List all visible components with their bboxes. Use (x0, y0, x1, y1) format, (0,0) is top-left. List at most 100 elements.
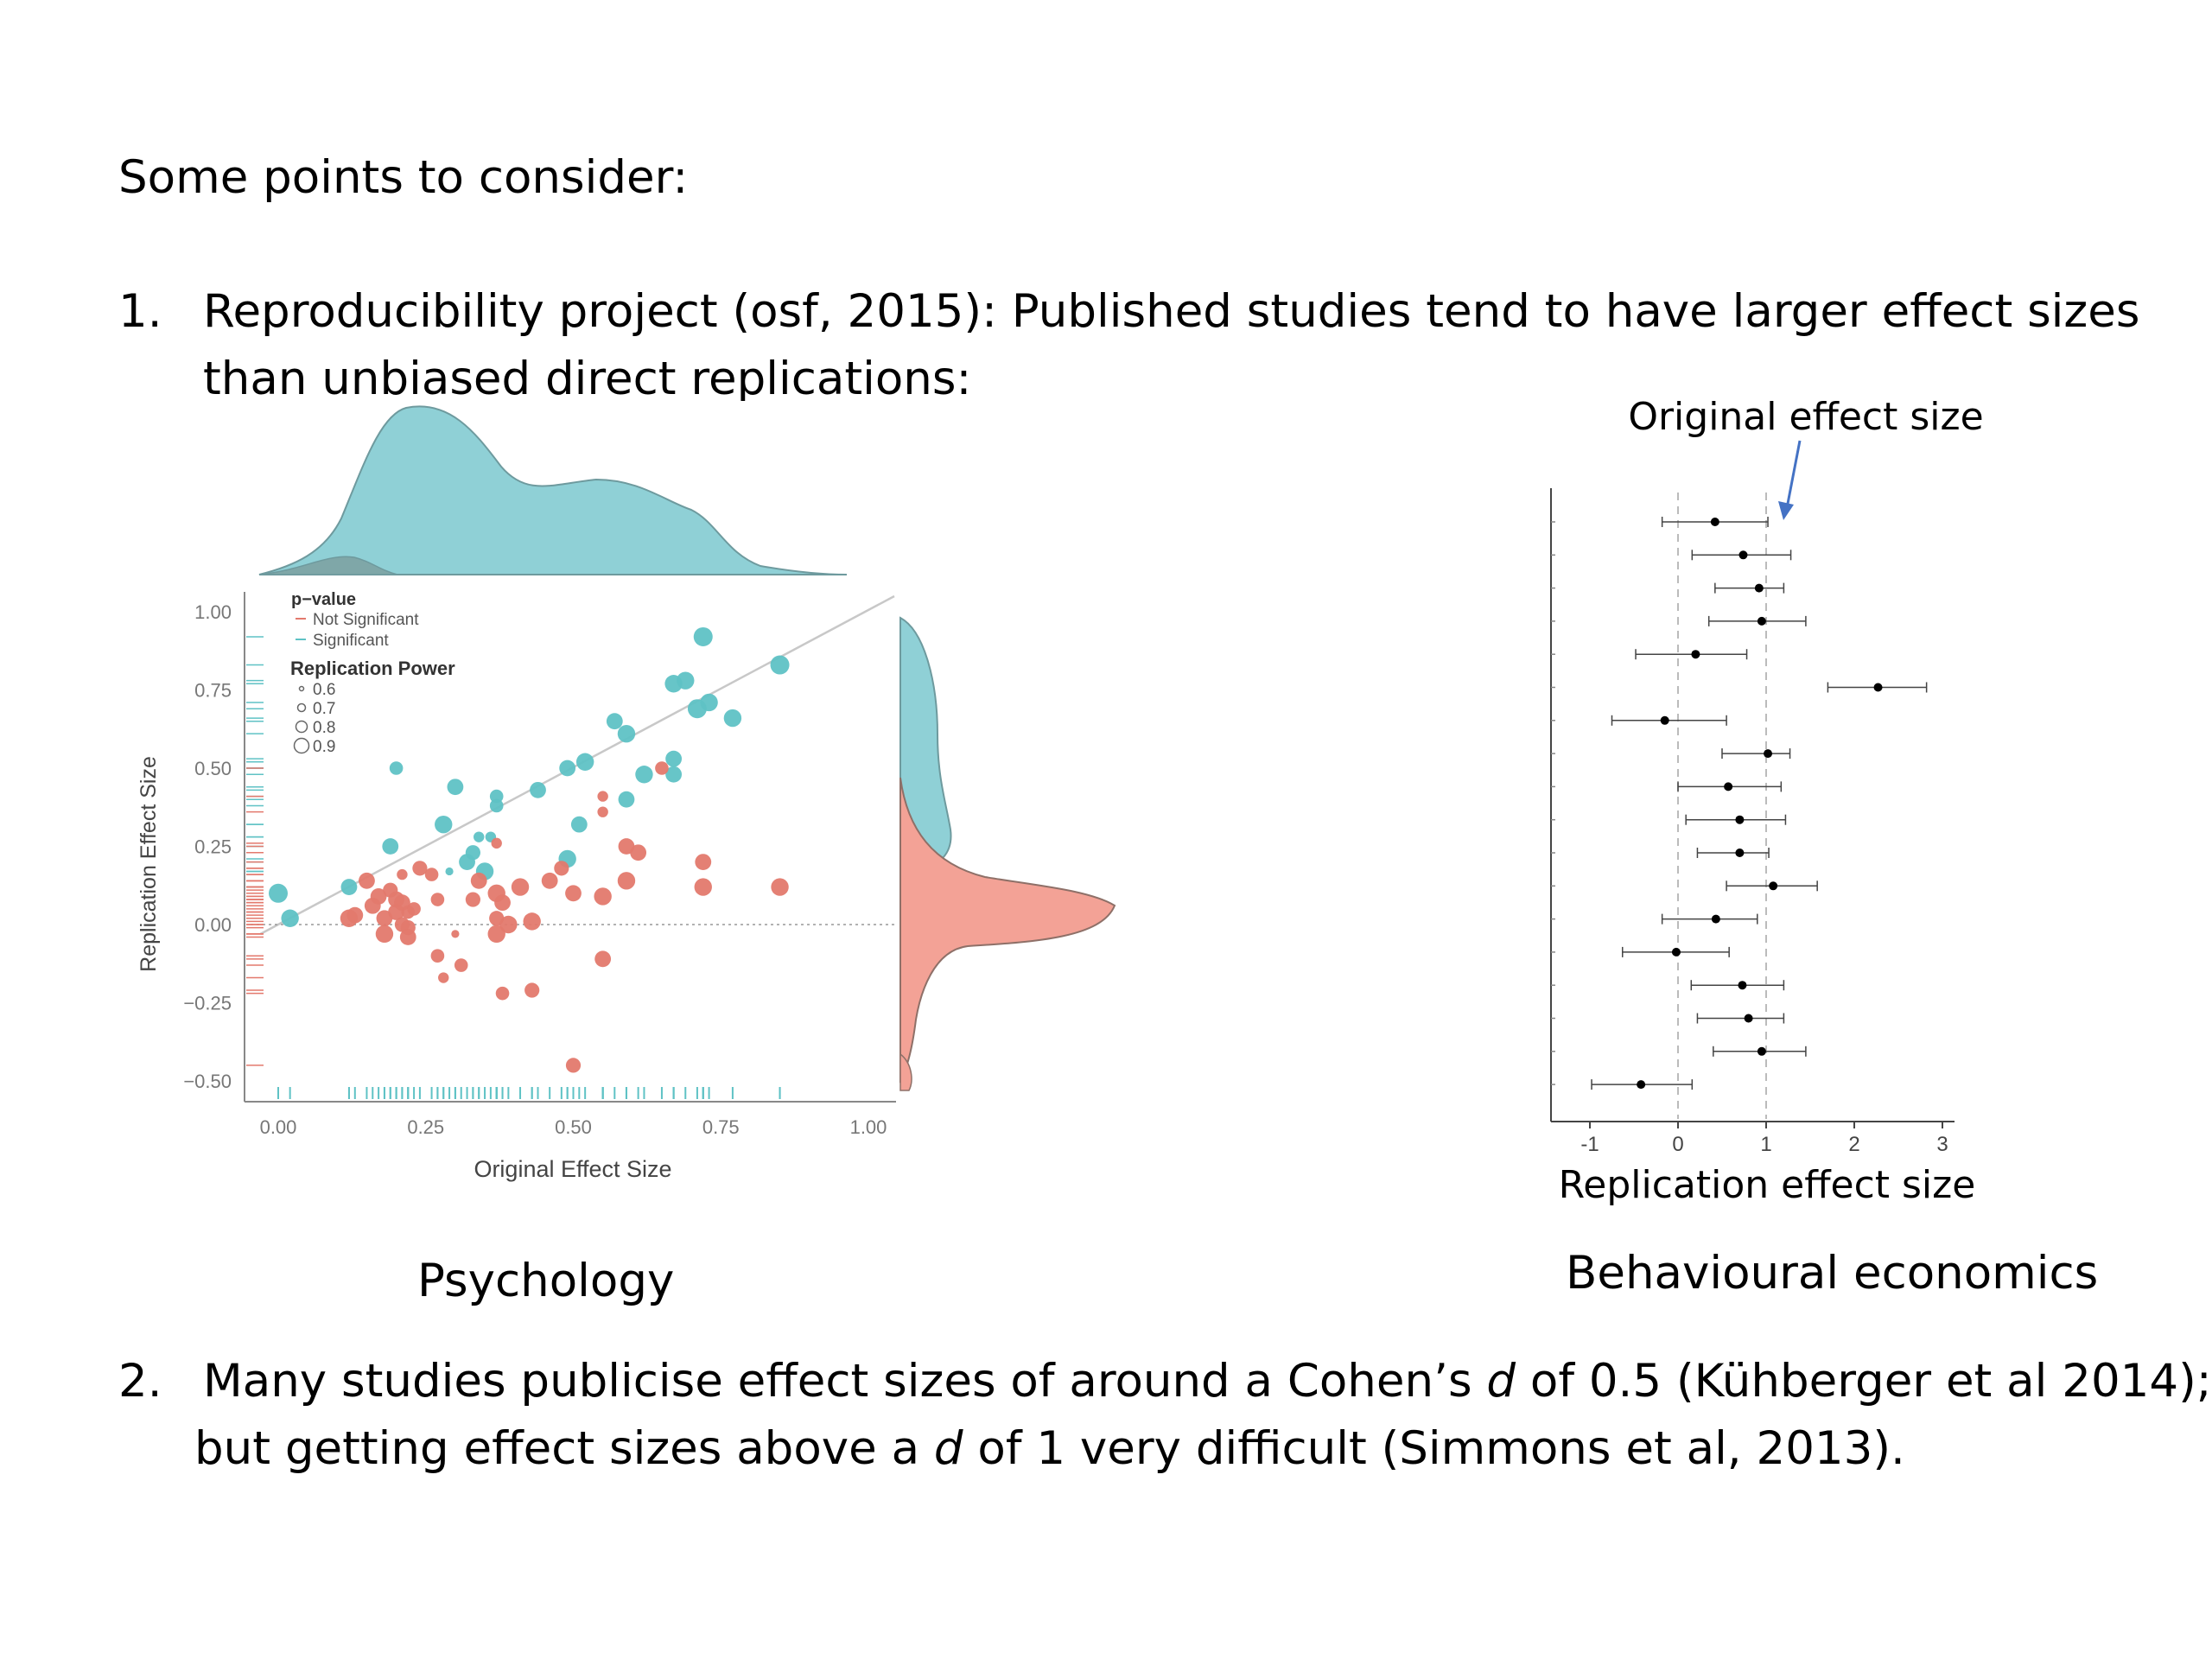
x-tick-label: 1.00 (850, 1116, 887, 1138)
point-not-significant (465, 892, 480, 907)
forest-points (1551, 517, 1928, 1090)
point-estimate (1738, 550, 1748, 560)
legend-power-circle (298, 685, 305, 692)
point-not-significant (438, 972, 449, 983)
legend-power-0.7: 0.7 (313, 700, 335, 718)
point-not-significant (511, 878, 530, 896)
point-estimate (1744, 1014, 1753, 1023)
right-density-tail (899, 1052, 912, 1091)
x-tick-label: 0.50 (555, 1116, 592, 1138)
annotation-arrow (1778, 440, 1802, 520)
point-not-significant (370, 888, 387, 905)
point-not-significant (524, 982, 540, 998)
point-not-significant (594, 950, 612, 968)
point-significant (570, 816, 588, 833)
point-not-significant (359, 872, 375, 889)
chart-legend: p−value Not Significant Significant Repl… (290, 590, 455, 756)
d-symbol: d (933, 1422, 963, 1475)
point-estimate (1754, 583, 1764, 593)
y-tick-label: 0.25 (194, 836, 232, 858)
point-estimate (1735, 815, 1745, 824)
right-density-plot (899, 616, 1116, 1091)
point-significant (618, 791, 635, 808)
point-significant (489, 798, 504, 813)
legend-item-not-significant: Not Significant (313, 611, 419, 629)
point-not-significant (470, 872, 487, 889)
point-significant (700, 693, 718, 712)
point-estimate (1691, 650, 1700, 659)
point-significant (665, 766, 683, 783)
point-significant (693, 626, 713, 646)
slide-heading: Some points to consider: (118, 151, 689, 204)
point-not-significant (541, 872, 558, 889)
point-estimate (1660, 715, 1669, 725)
point-estimate (1873, 683, 1883, 692)
point-not-significant (554, 861, 569, 876)
point-significant (474, 831, 485, 842)
point-not-significant (597, 791, 608, 802)
legend-power-0.8: 0.8 (313, 719, 335, 737)
list-number-1: 1. (118, 285, 162, 338)
point-not-significant (430, 949, 445, 963)
forest-x-tick-label: 3 (1936, 1133, 1948, 1156)
point-significant (269, 883, 288, 903)
point-significant (723, 709, 742, 728)
point-significant (677, 671, 695, 690)
point-significant (606, 713, 623, 730)
point-not-significant (597, 806, 608, 817)
legend-power-title: Replication Power (290, 658, 455, 679)
point-not-significant (412, 861, 428, 876)
point-not-significant (430, 893, 445, 906)
y-tick-label: −0.25 (183, 993, 232, 1014)
x-axis-label: Original Effect Size (474, 1156, 671, 1182)
forest-tick-labels: -1 0 1 2 3 (1580, 1133, 1948, 1156)
tick-labels: 1.00 0.75 0.50 0.25 0.00 −0.25 −0.50 0.00 0.25 0.… (183, 601, 887, 1138)
point-2-line-1-a: Many studies publicise effect sizes of a… (203, 1355, 1487, 1408)
point-not-significant (491, 837, 502, 849)
x-tick-label: 0.25 (407, 1116, 444, 1138)
legend-power-circle (293, 737, 310, 754)
point-not-significant (397, 868, 408, 880)
y-axis-label: Replication Effect Size (137, 756, 161, 972)
cohens-d-symbol: d (1486, 1355, 1516, 1408)
point-significant (559, 760, 576, 777)
point-2-line-2-a: but getting effect sizes above a (194, 1422, 934, 1475)
point-not-significant (594, 887, 612, 906)
point-not-significant (655, 761, 669, 775)
point-not-significant (694, 878, 712, 896)
point-estimate (1735, 849, 1745, 857)
y-tick-label: 1.00 (194, 601, 232, 623)
point-not-significant (399, 929, 416, 945)
forest-x-tick-label: 0 (1672, 1133, 1683, 1156)
legend-power-0.6: 0.6 (313, 681, 335, 699)
point-significant (770, 655, 790, 675)
point-significant (447, 779, 464, 796)
point-not-significant (495, 986, 510, 1001)
point-not-significant (565, 885, 582, 902)
point-significant (382, 838, 399, 855)
point-2-line-1-b: of 0.5 (Kühberger et al 2014); (1516, 1355, 2212, 1408)
rug-plots (246, 636, 781, 1099)
point-significant (575, 753, 594, 771)
point-significant (617, 724, 636, 743)
point-not-significant (407, 902, 421, 916)
forest-x-axis-label: Replication effect size (1559, 1163, 1976, 1207)
x-tick-label: 0.00 (260, 1116, 297, 1138)
point-estimate (1757, 1046, 1766, 1056)
y-tick-label: 0.75 (194, 680, 232, 702)
point-not-significant (771, 878, 789, 896)
forest-x-tick-label: 2 (1848, 1133, 1859, 1156)
scatter-points (269, 626, 790, 1073)
forest-x-tick-label: -1 (1580, 1133, 1599, 1156)
point-estimate (1738, 981, 1747, 990)
y-tick-label: 0.50 (194, 758, 232, 779)
legend-power-circle (296, 702, 307, 713)
point-significant (445, 867, 454, 876)
point-not-significant (499, 915, 518, 934)
point-estimate (1769, 881, 1778, 891)
point-not-significant (454, 958, 468, 972)
right-density-not-significant (899, 777, 1116, 1084)
point-not-significant (523, 912, 541, 931)
